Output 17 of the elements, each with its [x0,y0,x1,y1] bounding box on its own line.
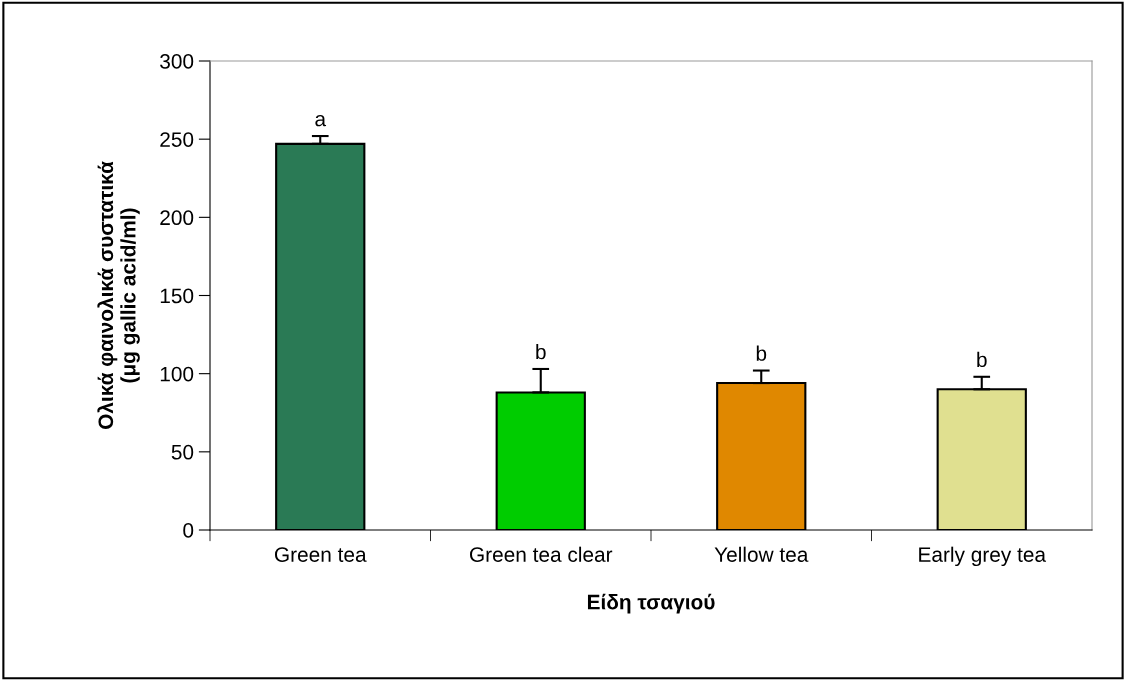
annotation: b [536,344,546,360]
y-tick-label: 150 [160,288,194,304]
y-tick-label: 300 [160,54,194,69]
y-tick-label: 250 [160,132,194,147]
annotation: b [756,345,767,361]
y-tick-label: 0 [183,523,194,538]
y-tick-label: 100 [160,366,194,382]
x-tick-label: Green tea [274,547,367,562]
annotation: a [315,114,327,127]
y-tick-label: 200 [160,210,194,226]
annotation: b [977,351,987,368]
x-tick-label: Early grey tea [919,546,1047,567]
y-axis-title: Ολικά φαινολικά συστατικά (μg gallic acid/ml) [97,161,140,430]
x-axis-title: Είδη τσαγιού [587,593,715,614]
x-tick-label: Yellow tea [714,546,809,562]
x-tick-label: Green tea clear [470,546,613,562]
y-tick-label: 50 [171,444,194,460]
